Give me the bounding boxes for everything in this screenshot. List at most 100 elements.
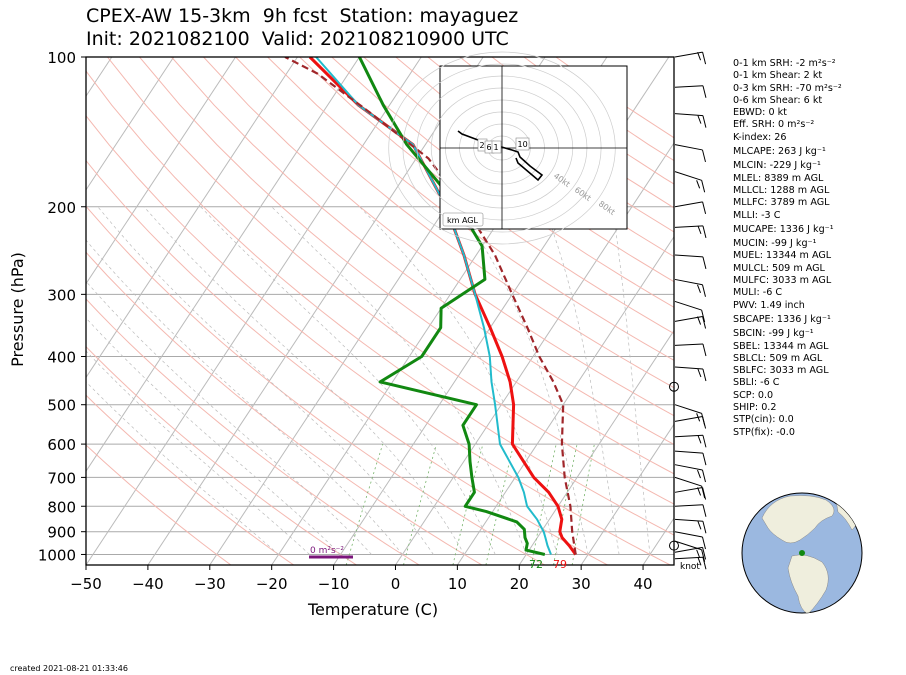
wind-barb: [674, 415, 703, 422]
parameter-item: 0-6 km Shear: 6 kt: [733, 94, 823, 106]
wind-barb-flag: [697, 557, 702, 566]
y-tick-label: 100: [47, 49, 76, 67]
dewpoint-profile: [358, 57, 546, 556]
wind-barb-flag: [702, 149, 706, 163]
x-tick-label: −10: [318, 575, 350, 593]
wind-barb: [674, 464, 703, 471]
moist-adiabat: [456, 206, 589, 555]
moist-adiabat: [97, 206, 434, 555]
wind-barb-flag: [702, 368, 707, 382]
x-tick-label: 30: [572, 575, 591, 593]
height-label-box: [515, 137, 530, 151]
y-tick-label: 900: [47, 524, 76, 542]
isotherm: [86, 57, 237, 285]
dry-adiabat: [235, 57, 674, 389]
wind-barb-flag: [701, 309, 706, 323]
wind-barb-flag: [702, 256, 707, 270]
parameter-item: MLLI: -3 C: [733, 209, 781, 221]
wind-barb-flag: [702, 453, 707, 466]
parameter-item: PWV: 1.49 inch: [733, 299, 805, 311]
moist-adiabat: [86, 239, 403, 555]
wind-barb-flag: [701, 485, 706, 499]
wind-barb-flag: [702, 85, 707, 98]
y-tick-label: 500: [47, 397, 76, 415]
created-timestamp: created 2021-08-21 01:33:46: [10, 664, 128, 673]
parameter-item: 0-1 km SRH: -2 m²s⁻²: [733, 58, 836, 69]
x-tick-label: −20: [256, 575, 288, 593]
wind-barb-flag: [701, 549, 706, 562]
wind-barb-flag: [697, 225, 702, 235]
parameter-item: SBCAPE: 1336 J kg⁻¹: [733, 313, 831, 325]
dry-adiabat: [86, 114, 671, 565]
parameter-item: MUCAPE: 1336 J kg⁻¹: [733, 223, 834, 235]
parameter-list: 0-1 km SRH: -2 m²s⁻² 0-1 km Shear: 2 kt 0-…: [733, 58, 842, 439]
dry-adiabat: [331, 57, 674, 308]
hodograph-height-label: 6: [487, 143, 492, 152]
wind-barb-flag: [701, 180, 706, 193]
mixing-ratio-line: [530, 444, 557, 565]
dry-adiabat: [107, 57, 674, 505]
isotherm: [518, 329, 674, 565]
y-tick-label: 600: [47, 436, 76, 454]
parameter-item: STP(cin): 0.0: [733, 414, 794, 426]
moist-adiabat: [86, 381, 279, 555]
chart-title: CPEX-AW 15-3km 9h fcst Station: mayaguez: [86, 5, 519, 27]
wind-barb: [674, 85, 703, 88]
dry-adiabat: [267, 57, 674, 361]
moist-adiabat: [359, 206, 558, 555]
x-tick-label: −30: [194, 575, 226, 593]
wind-barb-flag: [702, 557, 707, 570]
wind-barb-flag: [702, 284, 706, 297]
hodograph-height-label: 2: [480, 141, 485, 150]
location-globe: [741, 492, 863, 614]
axes: −50 −40 −30 −20 −10 0 10 20 30 40 100 200 300 400 500 6…: [38, 49, 653, 593]
plot-frame: [85, 56, 675, 566]
hodograph-height-label: 10: [518, 140, 528, 149]
wind-barb: [674, 144, 703, 151]
parameter-item: SBLI: -6 C: [733, 377, 780, 389]
wind-barb: [674, 278, 703, 286]
wind-barb-flag: [696, 549, 701, 558]
hodograph-unit-label: km AGL: [447, 216, 479, 225]
wind-barb: [674, 518, 703, 522]
y-tick-label: 700: [47, 469, 76, 487]
wind-barb-flag: [702, 536, 706, 550]
dry-adiabat: [86, 205, 546, 565]
y-tick-label: 800: [47, 498, 76, 516]
parameter-item: MLLFC: 3789 m AGL: [733, 197, 830, 209]
parameter-item: MLCAPE: 263 J kg⁻¹: [733, 146, 826, 158]
mixing-ratio-line: [571, 444, 595, 565]
isotherm: [86, 57, 298, 379]
isotherm: [147, 57, 484, 565]
dry-adiabat: [139, 57, 674, 475]
isotherm: [580, 423, 674, 565]
wind-barb: [674, 201, 703, 208]
dry-adiabat: [203, 57, 674, 417]
isotherm: [456, 235, 674, 565]
wind-barb-flag: [702, 469, 706, 483]
dry-adiabat: [86, 444, 232, 565]
dry-adiabat: [299, 57, 674, 335]
y-tick-label: 200: [47, 199, 76, 217]
mixing-ratio-line: [403, 443, 437, 565]
dry-adiabat: [86, 394, 294, 565]
wind-barb-flag: [702, 521, 707, 534]
parameter-item: K-index: 26: [733, 131, 787, 143]
parameter-item: MULFC: 3033 m AGL: [733, 275, 832, 287]
wind-barb: [674, 531, 703, 538]
x-tick-label: −40: [132, 575, 164, 593]
parameter-item: STP(fix): -0.0: [733, 426, 795, 438]
surface-dewpoint-label: 72: [529, 558, 543, 571]
wind-barb-flag: [702, 487, 707, 500]
wind-barb: [674, 254, 703, 258]
wind-barb-flag: [702, 201, 707, 215]
wind-barb-flag: [702, 52, 707, 65]
wind-barb-flag: [702, 115, 707, 128]
x-tick-label: 40: [634, 575, 653, 593]
wind-barb: [674, 343, 703, 346]
isotherm: [86, 57, 113, 98]
parameter-item: MULI: -6 C: [733, 287, 783, 299]
wind-barb-flag: [696, 180, 701, 189]
isotherm: [86, 57, 422, 565]
wind-barb-flag: [697, 521, 702, 530]
